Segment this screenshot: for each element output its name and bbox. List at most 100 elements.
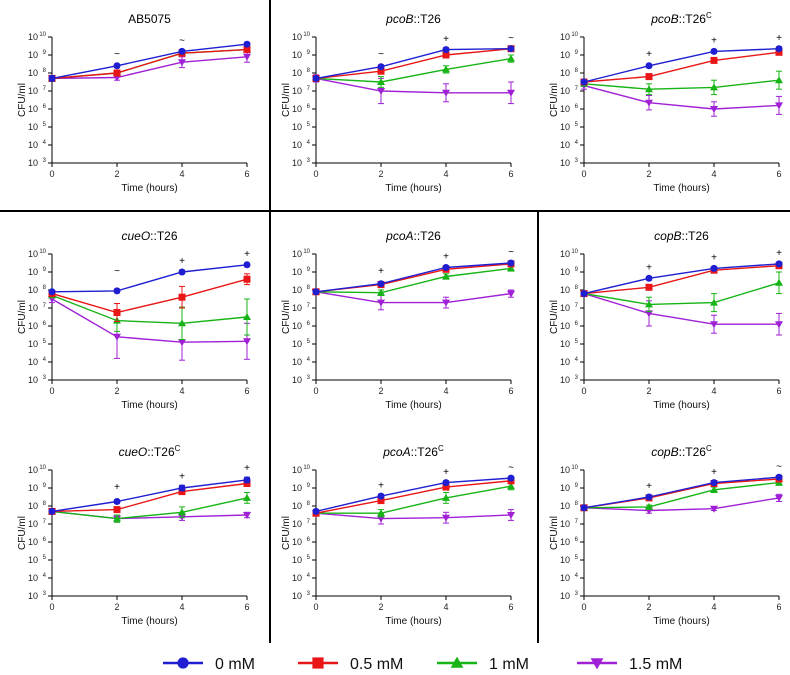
data-point — [312, 74, 320, 82]
y-axis-title: CFU/ml — [17, 516, 28, 550]
y-tick-label: 10 — [28, 483, 38, 493]
data-point — [113, 506, 121, 514]
x-axis-title: Time (hours) — [653, 183, 709, 194]
y-tick-label: 10 — [560, 68, 570, 78]
series-line — [583, 292, 779, 325]
series-line — [583, 481, 780, 509]
y-tick-label: 10 — [28, 339, 38, 349]
x-tick-label: 2 — [114, 602, 119, 612]
legend-marker-group — [590, 658, 604, 670]
panel-title-suffix: ::T26 — [147, 445, 175, 459]
y-axis-title: CFU/ml — [549, 83, 560, 117]
y-tick-exponent: 5 — [575, 122, 579, 128]
y-tick-label: 10 — [292, 122, 302, 132]
panel-title: pcoA::T26C — [382, 444, 444, 459]
y-tick-label: 10 — [292, 158, 302, 168]
legend-item: 1 mM — [437, 656, 529, 673]
y-tick-label: 10 — [292, 321, 302, 331]
y-tick-label: 10 — [560, 32, 570, 42]
y-tick-label: 10 — [28, 158, 38, 168]
y-tick-exponent: 10 — [303, 465, 310, 471]
y-tick-exponent: 7 — [575, 86, 579, 92]
x-tick-label: 2 — [378, 386, 383, 396]
data-point — [507, 264, 515, 272]
series-1-mM — [312, 482, 515, 518]
significance-mark: + — [114, 482, 120, 493]
panel-title: cueO::T26 — [121, 229, 177, 243]
y-tick-exponent: 6 — [307, 104, 311, 110]
data-point — [113, 498, 121, 505]
series-0-5-mM — [48, 480, 251, 515]
legend-label: 0 mM — [215, 656, 255, 673]
data-point — [243, 512, 251, 519]
series-line — [315, 477, 512, 513]
data-point — [645, 99, 653, 107]
data-point — [775, 48, 783, 56]
series-line — [51, 43, 248, 80]
data-point — [442, 46, 450, 54]
series-line — [51, 278, 248, 314]
data-point — [312, 507, 320, 515]
x-tick-label: 6 — [508, 386, 513, 396]
y-tick-exponent: 9 — [43, 50, 47, 56]
x-tick-label: 0 — [581, 169, 586, 179]
series-0-5-mM — [580, 48, 783, 86]
data-point — [178, 508, 186, 516]
y-tick-label: 10 — [560, 285, 570, 295]
data-point — [710, 56, 718, 64]
y-axis-title: CFU/ml — [281, 300, 292, 334]
data-point — [580, 78, 588, 86]
y-tick-exponent: 3 — [307, 591, 311, 597]
panel-title-gene: pcoB — [385, 12, 413, 26]
y-tick-exponent: 9 — [307, 483, 311, 489]
data-point — [377, 299, 385, 307]
series-1-mM — [580, 478, 783, 511]
y-tick-label: 10 — [28, 122, 38, 132]
data-point — [377, 509, 385, 517]
data-point — [113, 69, 121, 77]
y-tick-exponent: 5 — [307, 339, 311, 345]
y-tick-exponent: 7 — [575, 519, 579, 525]
data-point — [507, 89, 515, 97]
y-tick-exponent: 5 — [43, 122, 47, 128]
data-point — [645, 62, 653, 70]
y-tick-exponent: 4 — [43, 573, 47, 579]
y-tick-exponent: 6 — [43, 537, 47, 543]
data-point — [442, 264, 450, 271]
y-tick-label: 10 — [560, 465, 570, 475]
series-1-5-mM — [48, 50, 251, 83]
series-0-mM — [48, 261, 251, 296]
panel-title-gene: copB — [651, 445, 678, 459]
data-point — [243, 275, 251, 283]
legend-marker — [312, 657, 324, 669]
data-point — [507, 45, 515, 53]
panel-title: pcoA::T26 — [385, 229, 441, 243]
y-tick-exponent: 9 — [575, 483, 579, 489]
y-axis-title: CFU/ml — [17, 300, 28, 334]
data-point — [710, 83, 718, 91]
data-point — [442, 51, 450, 59]
x-tick-label: 4 — [443, 386, 448, 396]
data-point — [113, 514, 121, 522]
y-tick-label: 10 — [28, 104, 38, 114]
significance-mark: + — [776, 33, 782, 44]
series-line — [315, 267, 512, 294]
y-tick-exponent: 6 — [307, 537, 311, 543]
y-tick-exponent: 3 — [575, 375, 579, 381]
panel-title-gene: cueO — [119, 445, 148, 459]
y-tick-label: 10 — [28, 465, 38, 475]
panel-title-gene: pcoA — [382, 445, 410, 459]
significance-mark: ~ — [114, 49, 120, 60]
y-tick-exponent: 3 — [307, 158, 311, 164]
series-line — [315, 480, 512, 514]
y-tick-label: 10 — [560, 339, 570, 349]
y-tick-exponent: 3 — [43, 158, 47, 164]
data-point — [442, 65, 450, 73]
data-point — [507, 482, 515, 490]
data-point — [775, 76, 783, 84]
data-point — [48, 74, 56, 82]
